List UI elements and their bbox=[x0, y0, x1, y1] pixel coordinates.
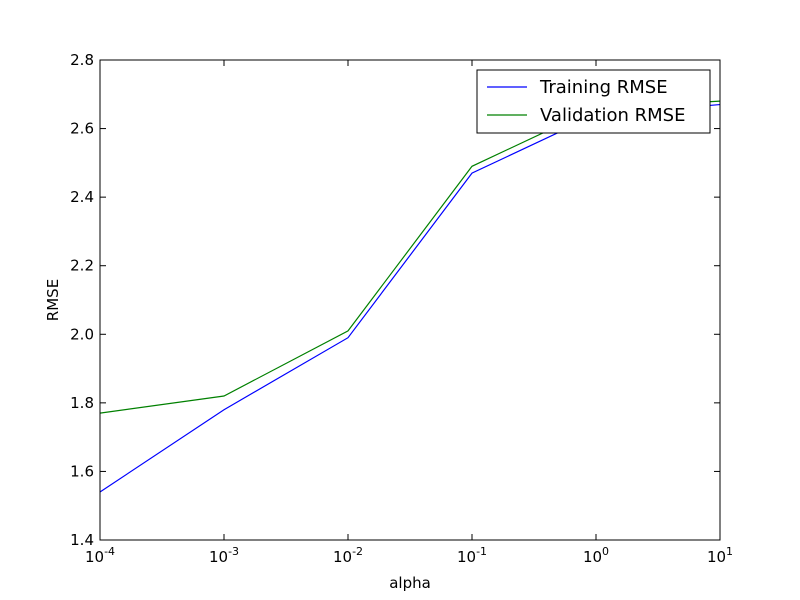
y-tick-label-6: 2.6 bbox=[70, 120, 94, 138]
y-tick-label-2: 1.8 bbox=[70, 394, 94, 412]
legend: Training RMSE Validation RMSE bbox=[476, 69, 711, 134]
y-tick-label-5: 2.4 bbox=[70, 188, 94, 206]
y-axis-label: RMSE bbox=[44, 279, 62, 321]
series-line-1 bbox=[99, 100, 721, 414]
y-tick-label-7: 2.8 bbox=[70, 51, 94, 69]
y-tick-label-3: 2.0 bbox=[70, 325, 94, 343]
x-tick-label-1: 10-3 bbox=[209, 545, 239, 566]
ticks-layer: 10-4 10-3 10-2 10-1 100 101 1.4 1.6 1.8 2.0 2.2 2.4… bbox=[70, 51, 733, 566]
legend-label-validation: Validation RMSE bbox=[540, 105, 685, 126]
x-tick-label-3: 10-1 bbox=[457, 545, 487, 566]
x-axis-label: alpha bbox=[389, 574, 431, 592]
series-layer bbox=[99, 100, 721, 493]
x-tick-label-4: 100 bbox=[583, 545, 609, 566]
series-line-0 bbox=[99, 103, 721, 493]
x-tick-label-5: 101 bbox=[707, 545, 733, 566]
legend-box bbox=[476, 69, 711, 134]
x-tick-label-0: 10-4 bbox=[85, 545, 115, 566]
y-tick-label-1: 1.6 bbox=[70, 462, 94, 480]
legend-label-training: Training RMSE bbox=[539, 77, 668, 98]
y-tick-label-0: 1.4 bbox=[70, 531, 94, 549]
y-tick-label-4: 2.2 bbox=[70, 257, 94, 275]
x-tick-label-2: 10-2 bbox=[333, 545, 363, 566]
plot-frame bbox=[99, 59, 721, 541]
